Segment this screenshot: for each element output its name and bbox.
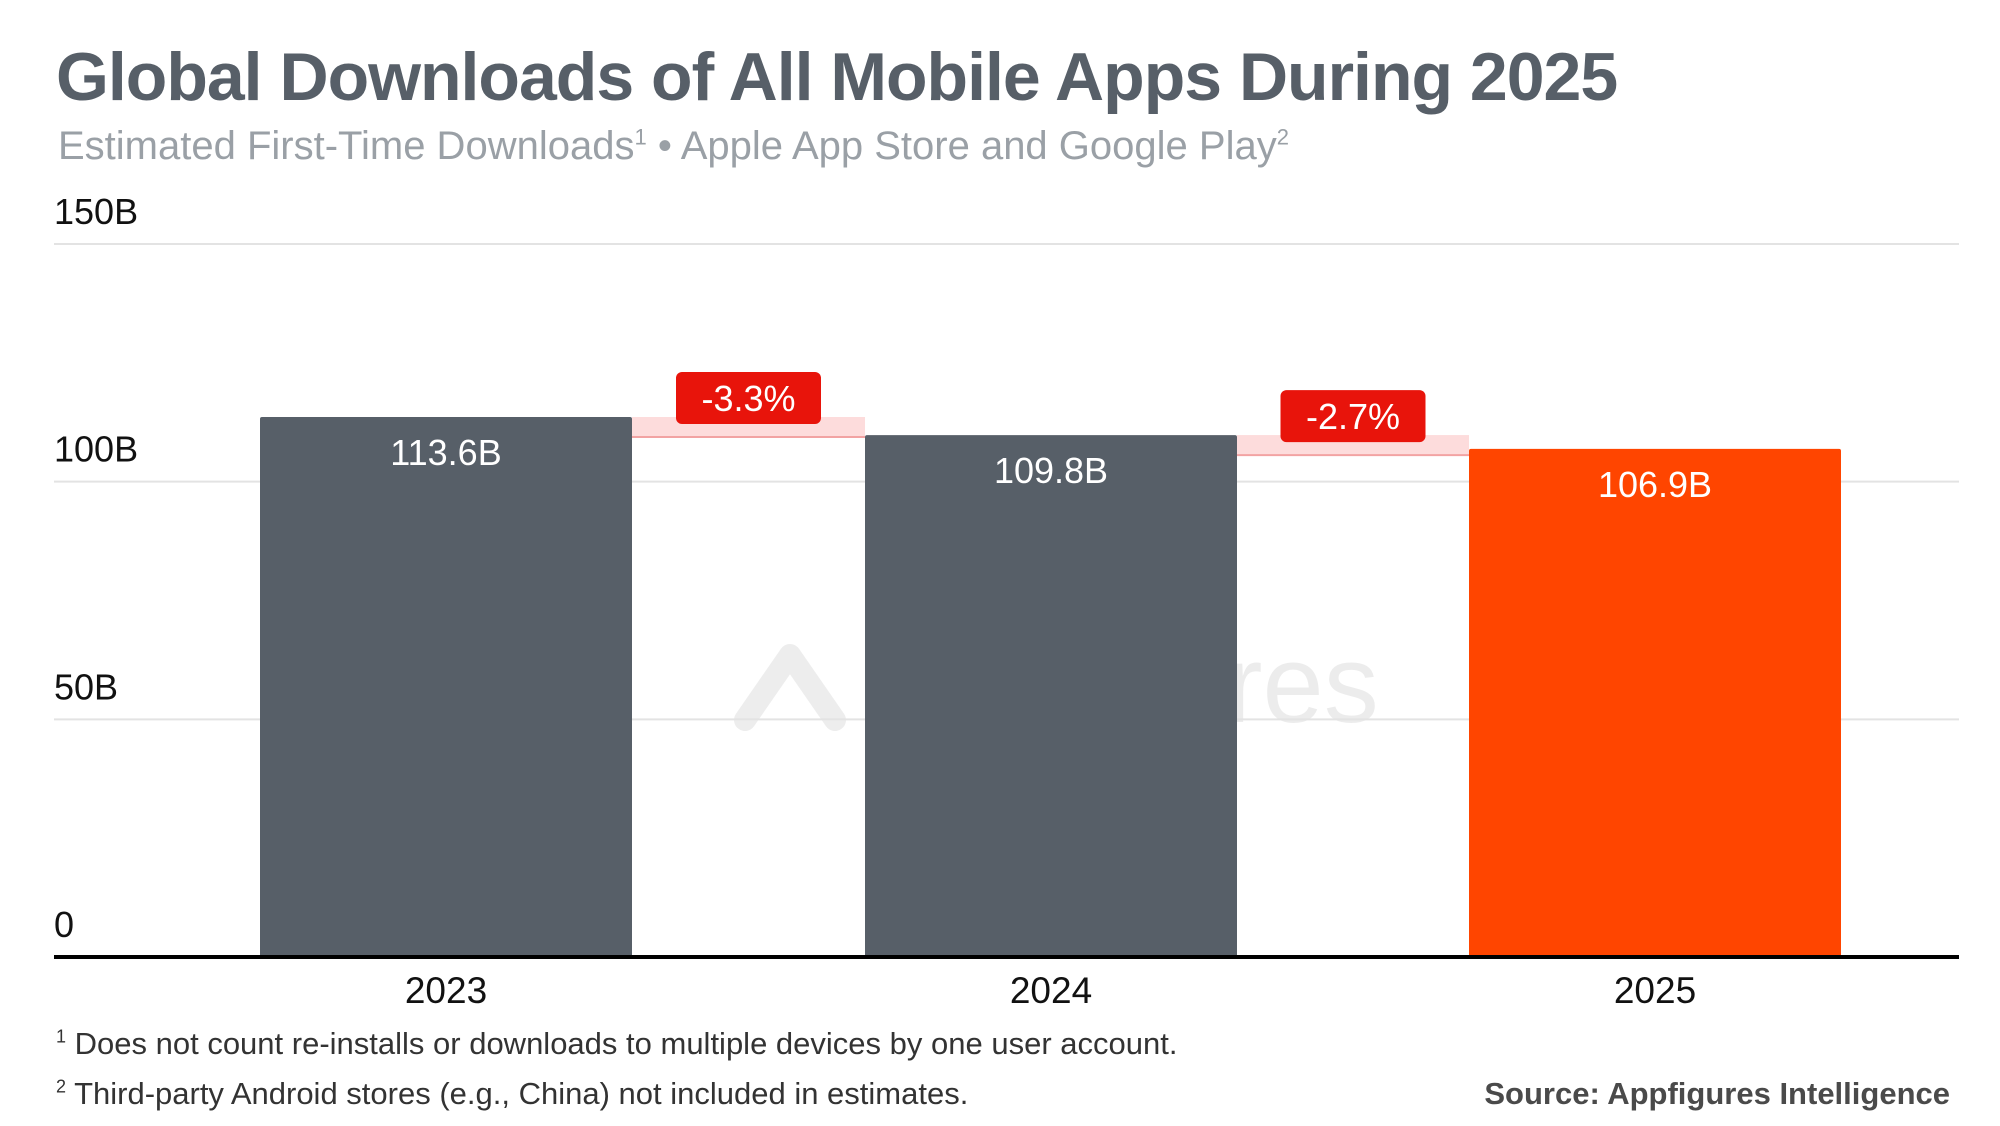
source-credit: Source: Appfigures Intelligence — [1484, 1076, 1950, 1111]
subtitle-stores: • Apple App Store and Google Play — [646, 124, 1277, 168]
bar-2024 — [865, 435, 1237, 958]
change-badge — [676, 372, 821, 425]
chart-title: Global Downloads of All Mobile Apps Duri… — [56, 39, 1618, 115]
change-badge-label: -2.7% — [1306, 396, 1400, 437]
footnote-1-mark: 1 — [56, 1026, 67, 1047]
bar-2023 — [260, 417, 632, 957]
footnote-1: 1 Does not count re-installs or download… — [56, 1026, 1177, 1062]
footnote-2-text: Third-party Android stores (e.g., China)… — [66, 1076, 969, 1111]
bar-value-label: 106.9B — [1598, 464, 1712, 505]
x-tick-label: 2024 — [1010, 970, 1092, 1011]
chart-subtitle: Estimated First-Time Downloads1 • Apple … — [58, 124, 1289, 169]
y-tick-label: 0 — [54, 904, 74, 945]
bar-value-label: 113.6B — [390, 432, 501, 473]
watermark-logo — [734, 644, 846, 731]
footnote-ref-1: 1 — [634, 124, 647, 150]
y-tick-label: 100B — [54, 429, 138, 470]
subtitle-text: Estimated First-Time Downloads — [58, 124, 635, 168]
appfigures-logo-icon — [734, 644, 846, 731]
footnote-ref-2: 2 — [1276, 124, 1289, 150]
x-tick-label: 2025 — [1614, 970, 1696, 1011]
change-badge-label: -3.3% — [701, 378, 795, 419]
footnote-2-mark: 2 — [56, 1076, 67, 1097]
bar-2025 — [1469, 448, 1841, 957]
change-badge — [1280, 390, 1426, 443]
y-tick-label: 150B — [54, 191, 138, 232]
y-tick-label: 50B — [54, 666, 118, 707]
footnote-2: 2 Third-party Android stores (e.g., Chin… — [56, 1076, 968, 1112]
footnote-1-text: Does not count re-installs or downloads … — [66, 1026, 1178, 1061]
x-tick-label: 2023 — [405, 970, 487, 1011]
bar-value-label: 109.8B — [994, 450, 1108, 491]
